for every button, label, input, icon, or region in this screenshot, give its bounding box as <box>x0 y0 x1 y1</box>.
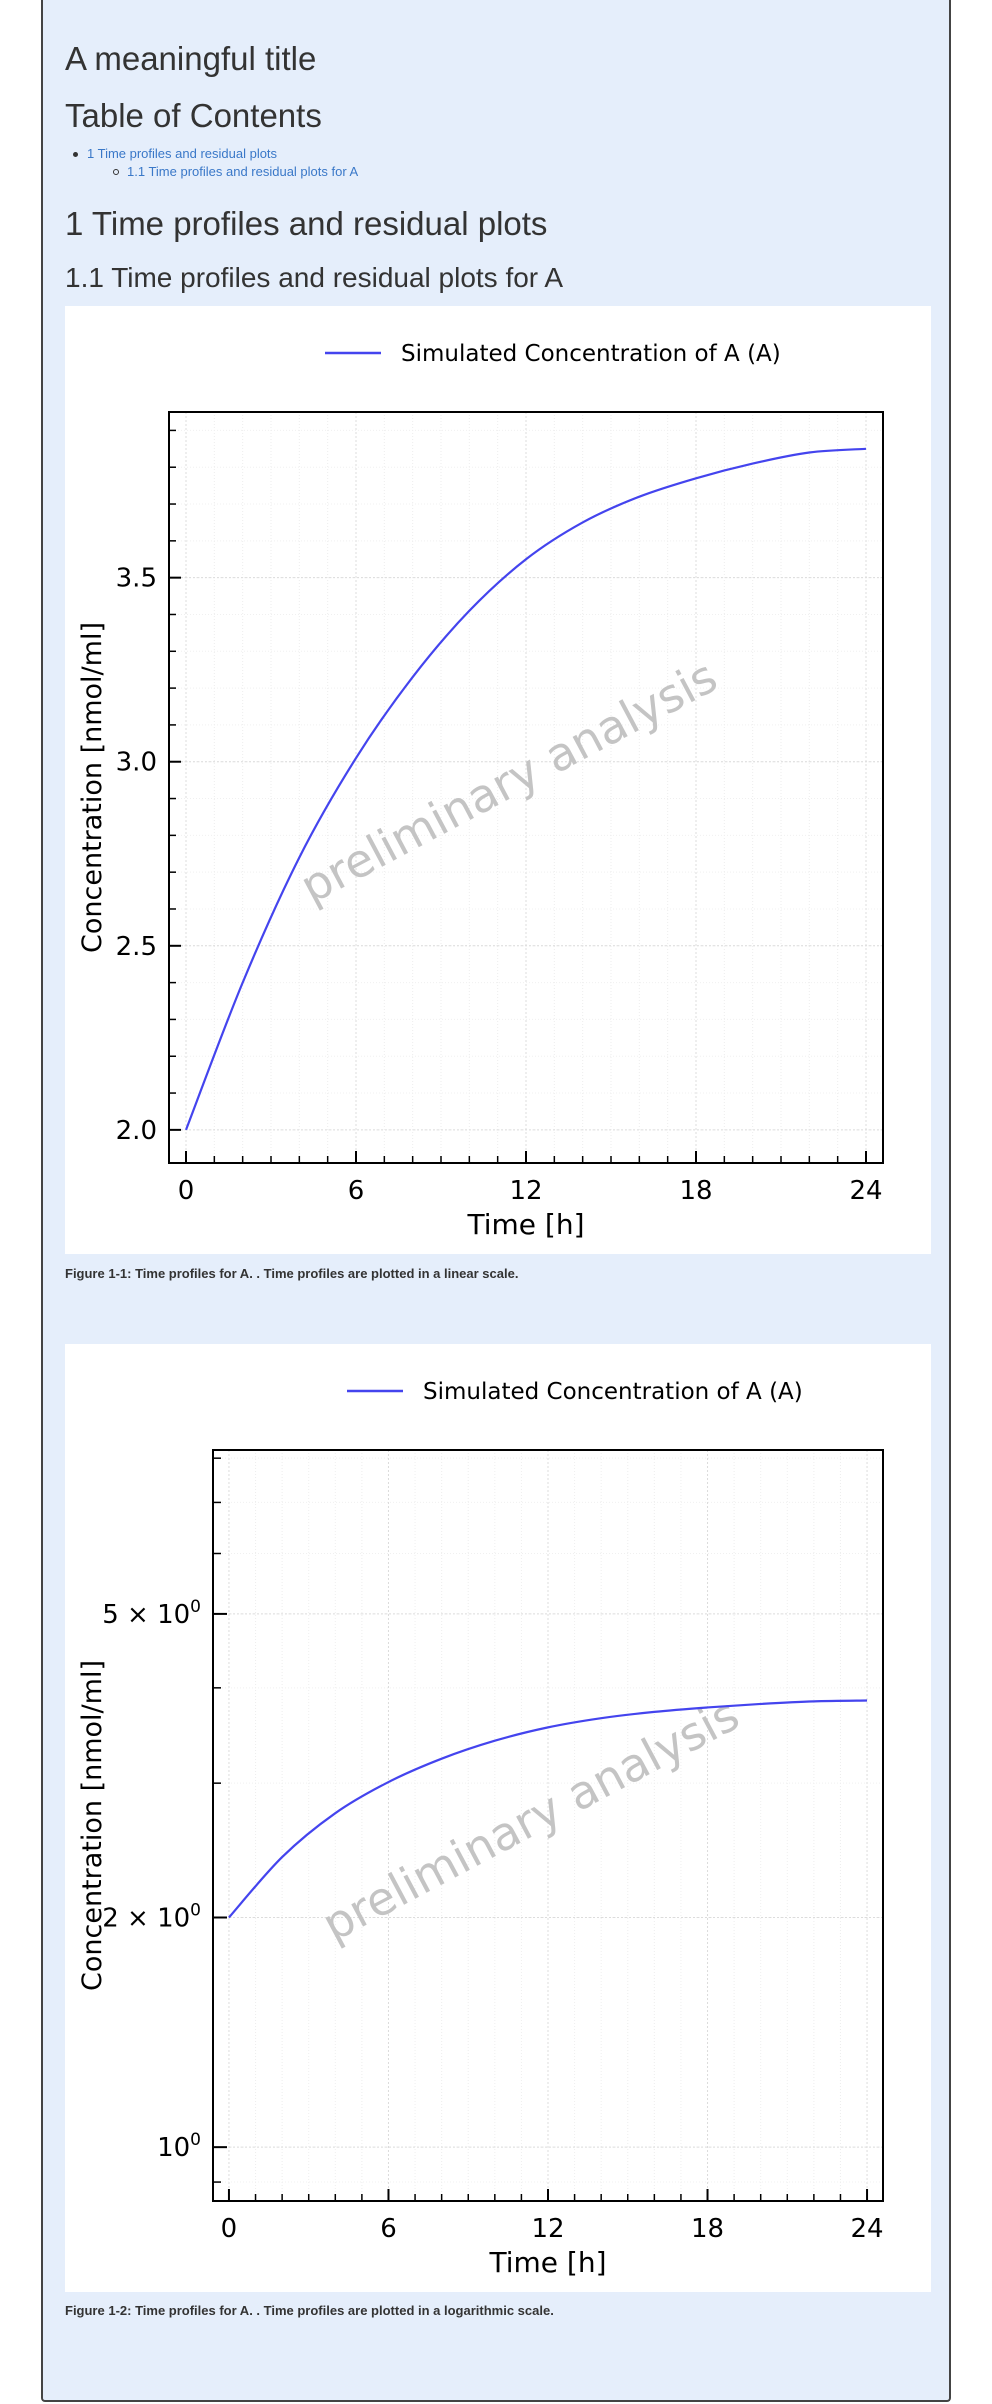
x-tick-label: 18 <box>691 2214 724 2244</box>
section-heading: 1 Time profiles and residual plots <box>65 205 548 242</box>
x-tick-label: 0 <box>221 2214 238 2244</box>
report-page: A meaningful title Table of Contents 1 T… <box>41 0 951 2402</box>
x-axis: 0 6 12 18 24 Time [h] <box>221 2189 884 2279</box>
figure-1-panel: preliminary analysis 0 6 12 18 24 Time [h] 2.0 2… <box>65 306 931 1254</box>
toc-title: Table of Contents <box>65 97 322 134</box>
figure-2-chart: preliminary analysis 0 6 12 18 24 Time [h] 100 2… <box>77 1379 884 2279</box>
toc-link-1[interactable]: 1 Time profiles and residual plots <box>87 146 278 161</box>
document-title: A meaningful title <box>65 40 317 77</box>
table-of-contents: 1 Time profiles and residual plots 1.1 T… <box>65 146 358 179</box>
toc-link-1-1[interactable]: 1.1 Time profiles and residual plots for… <box>127 164 359 179</box>
legend: Simulated Concentration of A (A) <box>325 341 781 367</box>
y-axis-label: Concentration [nmol/ml] <box>77 1660 108 1991</box>
y-tick-label: 3.0 <box>116 748 157 778</box>
x-tick-label: 12 <box>531 2214 564 2244</box>
x-tick-label: 18 <box>679 1176 712 1206</box>
watermark: preliminary analysis <box>313 1687 747 1952</box>
x-axis-label: Time [h] <box>466 1208 584 1241</box>
x-tick-label: 0 <box>178 1176 195 1206</box>
y-tick-label: 3.5 <box>116 564 157 594</box>
figure-2-panel: preliminary analysis 0 6 12 18 24 Time [h] 100 2… <box>65 1344 931 2292</box>
x-tick-label: 24 <box>851 2214 884 2244</box>
x-tick-label: 12 <box>509 1176 542 1206</box>
grid <box>213 1450 883 2201</box>
y-axis: 100 2 × 100 5 × 100 Concentration [nmol/ml] <box>77 1457 227 2183</box>
series-line <box>228 1699 868 1919</box>
series-line <box>184 447 867 1131</box>
figure-2-caption: Figure 1-2: Time profiles for A. . Time … <box>65 2303 554 2318</box>
legend-label: Simulated Concentration of A (A) <box>423 1379 803 1405</box>
watermark: preliminary analysis <box>291 649 725 914</box>
toc-item-1-1[interactable]: 1.1 Time profiles and residual plots for… <box>112 164 359 179</box>
y-axis: 2.0 2.5 3.0 3.5 Concentration [nmol/ml] <box>77 429 181 1146</box>
subsection-heading: 1.1 Time profiles and residual plots for… <box>65 262 564 293</box>
x-axis: 0 6 12 18 24 Time [h] <box>178 1151 883 1241</box>
figure-1-caption: Figure 1-1: Time profiles for A. . Time … <box>65 1266 519 1281</box>
x-axis-label: Time [h] <box>488 2246 606 2279</box>
x-tick-label: 24 <box>849 1176 882 1206</box>
y-tick-label: 2.5 <box>116 932 157 962</box>
y-tick-label: 2 × 100 <box>102 1900 201 1933</box>
legend: Simulated Concentration of A (A) <box>347 1379 803 1405</box>
toc-item-1[interactable]: 1 Time profiles and residual plots <box>72 146 318 161</box>
grid <box>169 412 883 1163</box>
legend-label: Simulated Concentration of A (A) <box>401 341 781 367</box>
x-tick-label: 6 <box>348 1176 365 1206</box>
x-tick-label: 6 <box>380 2214 397 2244</box>
y-tick-label: 100 <box>157 2130 201 2163</box>
y-tick-label: 2.0 <box>116 1116 157 1146</box>
y-axis-label: Concentration [nmol/ml] <box>77 622 108 953</box>
y-tick-label: 5 × 100 <box>102 1597 201 1630</box>
